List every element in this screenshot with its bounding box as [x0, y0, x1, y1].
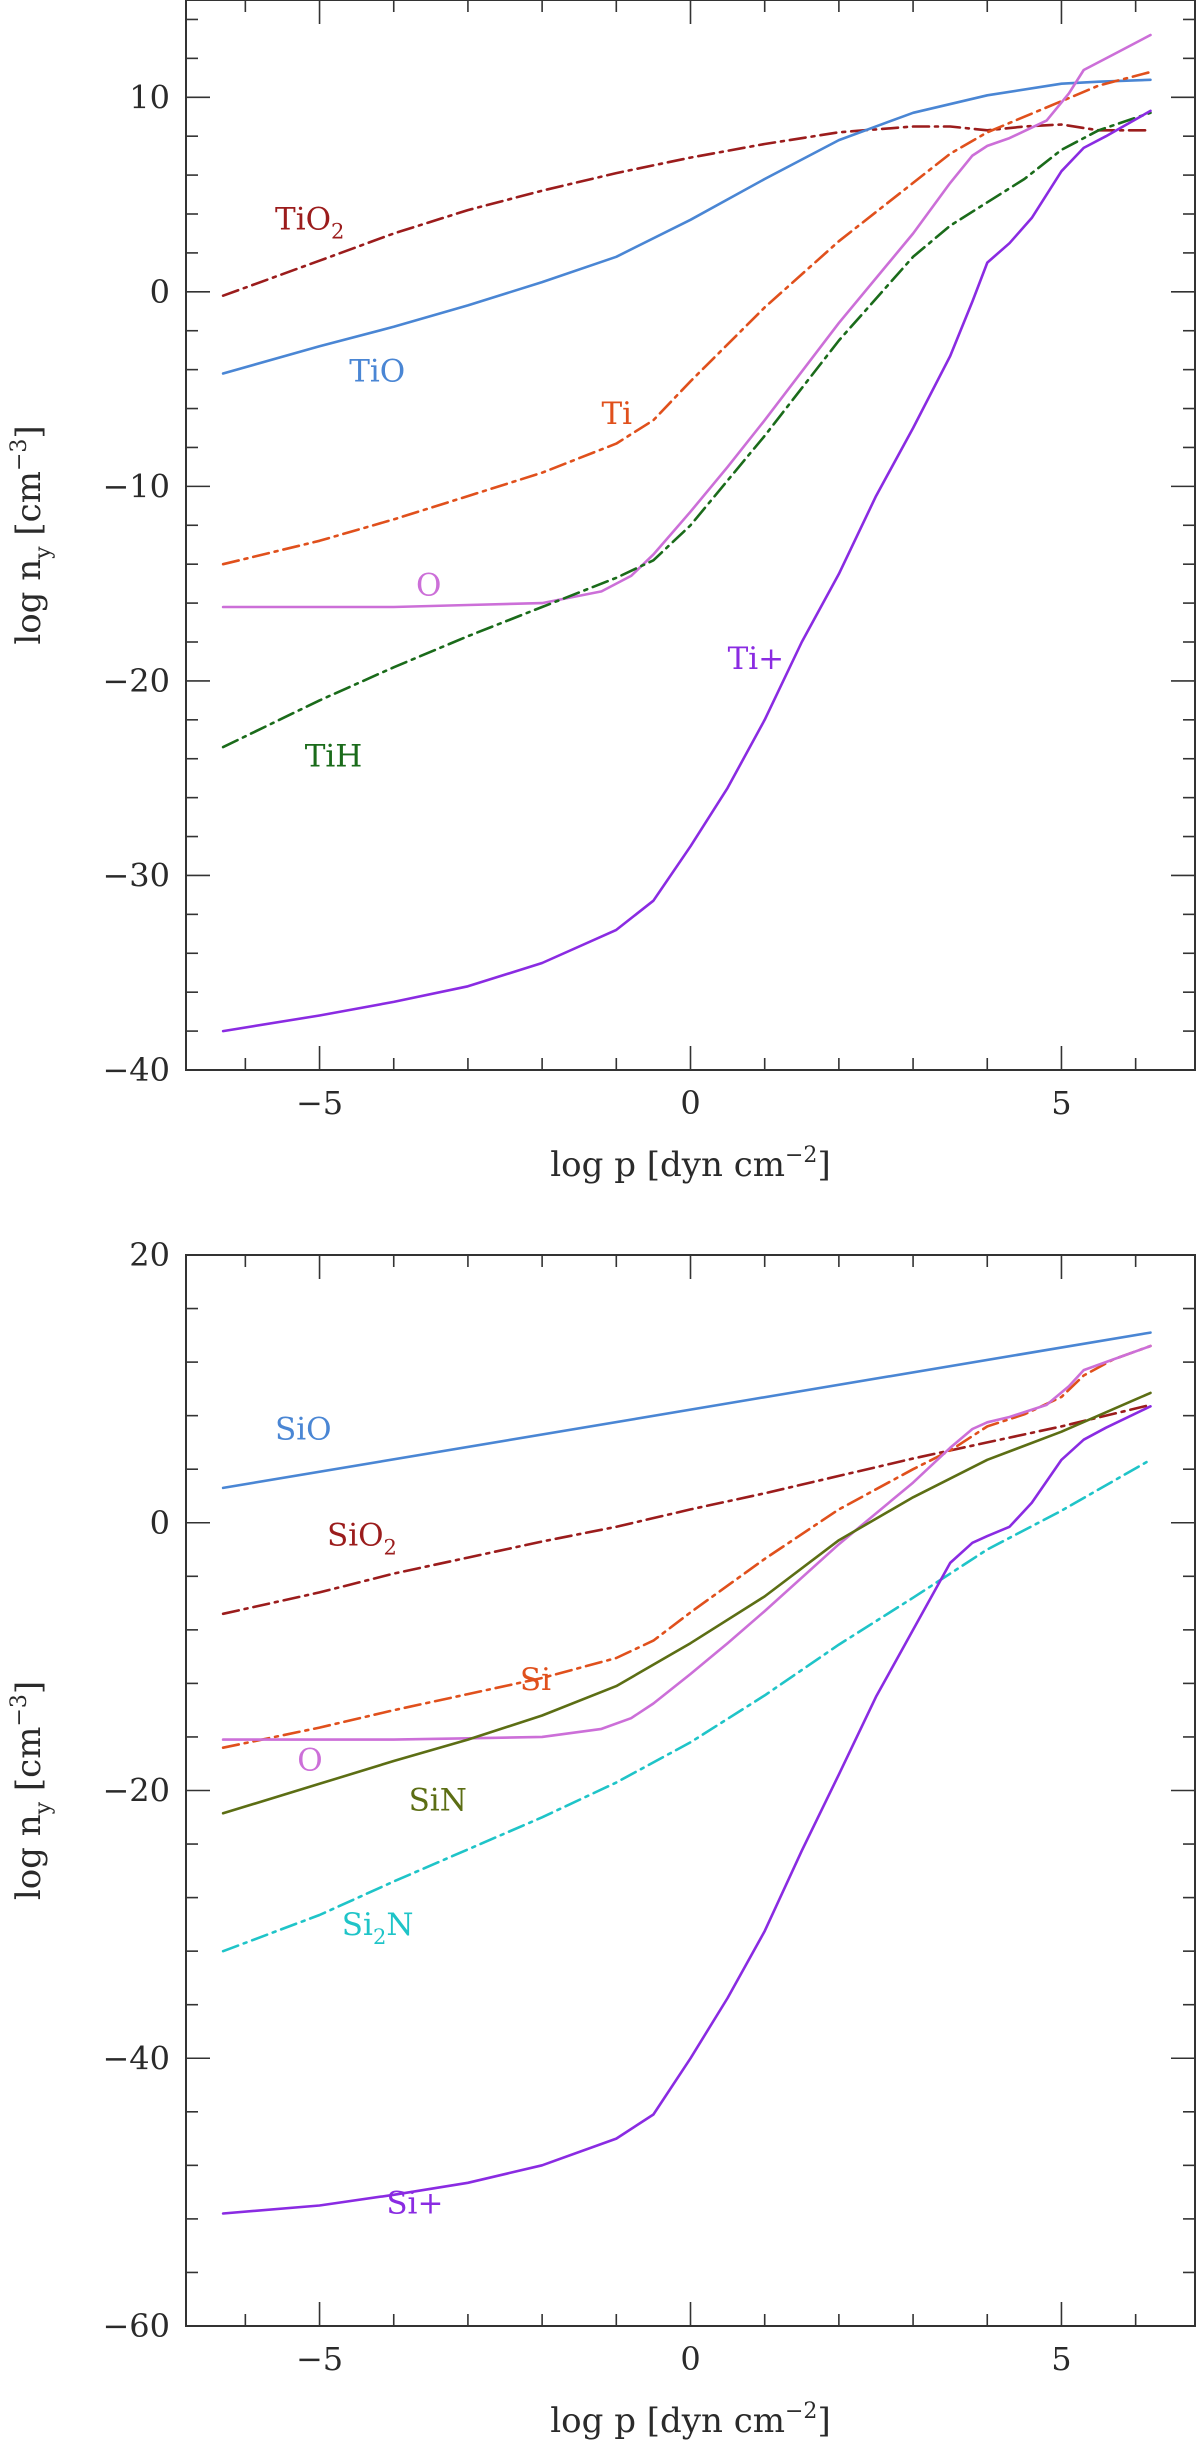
bottom-panel-chart: −5 0 5 −60 −40 −20 0 20 log p [dyn cm−2] log ny […	[7, 1236, 1196, 2441]
y-tick-label: 0	[150, 273, 170, 311]
y-tick-label: 0	[150, 1504, 170, 1542]
x-tick-label: 5	[1051, 1084, 1071, 1122]
y-tick-label: −10	[102, 467, 170, 505]
series-line-ti-plus	[221, 109, 1152, 1033]
y-tick-label: −40	[102, 2039, 170, 2077]
y-tick-label: −60	[102, 2307, 170, 2345]
x-tick-label: −5	[296, 1084, 343, 1122]
series-label-tih: TiH	[305, 739, 363, 775]
series-line-tio	[221, 78, 1152, 375]
series-line-o	[221, 1344, 1152, 1741]
series-line-tih	[221, 111, 1152, 749]
series-line-si-plus	[221, 1405, 1152, 2215]
series-line-tio2	[221, 123, 1152, 298]
x-tick-label: 0	[680, 2340, 700, 2378]
series-label-tio: TiO	[349, 353, 405, 389]
series-label-si-plus: Si+	[386, 2186, 443, 2222]
series-label-sio: SiO	[275, 1412, 332, 1448]
series-label-ti: Ti	[601, 396, 632, 432]
series-line-si2n	[221, 1458, 1152, 1953]
plot-frame	[185, 1254, 1196, 2327]
series-line-si	[221, 1344, 1152, 1749]
series-label-tio2: TiO2	[275, 202, 344, 244]
x-tick-label: 5	[1051, 2340, 1071, 2378]
y-tick-label: −20	[102, 662, 170, 700]
x-tick-label: 0	[680, 1084, 700, 1122]
series-line-o	[221, 33, 1152, 609]
series-label-si2n: Si2N	[342, 1907, 414, 1949]
x-tick-label: −5	[296, 2340, 343, 2378]
series-label-o: O	[416, 567, 441, 603]
y-tick-label: −30	[102, 856, 170, 894]
y-tick-label: −20	[102, 1772, 170, 1810]
series-label-sio2: SiO2	[327, 1518, 397, 1560]
y-tick-label: −40	[102, 1051, 170, 1089]
series-line-ti	[221, 70, 1152, 566]
y-tick-label: 10	[129, 78, 170, 116]
top-panel-chart: −5 0 5 −40 −30 −20 −10 0 10 log p [dyn cm−2] log n…	[7, 0, 1196, 1185]
y-axis-label: log ny [cm−3]	[7, 1681, 56, 1900]
series-label-sin: SiN	[409, 1783, 467, 1819]
series-label-o: O	[297, 1742, 322, 1778]
y-tick-label: 20	[129, 1236, 170, 1274]
x-axis-label: log p [dyn cm−2]	[550, 2399, 830, 2441]
series-label-si: Si	[520, 1662, 551, 1698]
series-label-ti-plus: Ti+	[728, 641, 785, 677]
y-axis-label: log ny [cm−3]	[7, 425, 56, 644]
x-axis-label: log p [dyn cm−2]	[550, 1143, 830, 1185]
series-line-sio	[221, 1331, 1152, 1490]
series-line-sio2	[221, 1403, 1152, 1616]
series-line-sin	[221, 1391, 1152, 1815]
